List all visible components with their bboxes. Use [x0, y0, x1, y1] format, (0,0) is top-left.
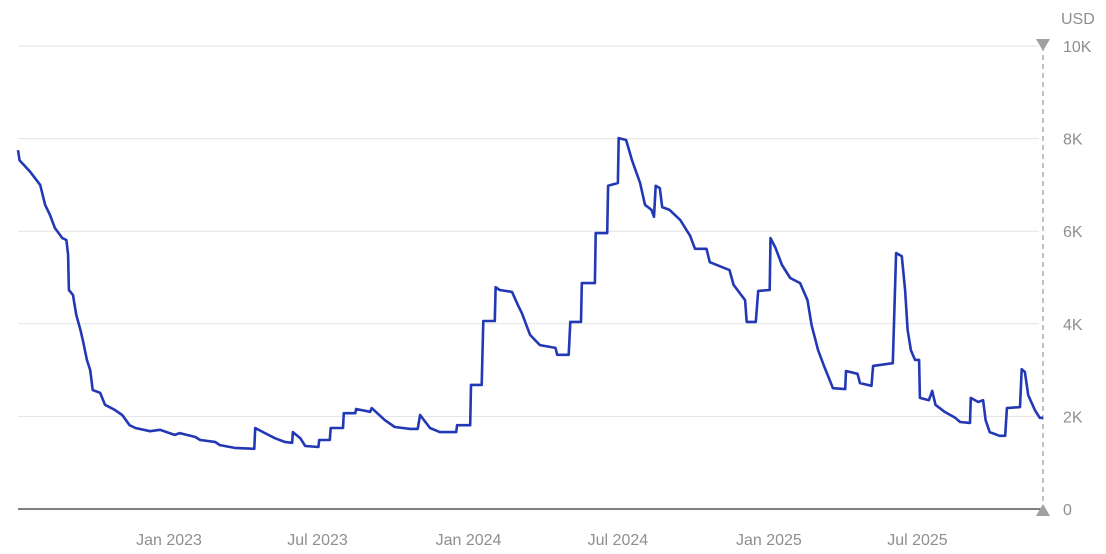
gridlines — [18, 45, 1039, 417]
x-tick-label: Jan 2024 — [436, 532, 502, 549]
y-axis-unit-label: USD — [1061, 11, 1095, 28]
cursor-top-triangle-icon[interactable] — [1036, 39, 1050, 51]
x-tick-label: Jul 2025 — [887, 532, 948, 549]
x-tick-label: Jul 2024 — [588, 532, 649, 549]
y-tick-label: 2K — [1063, 409, 1083, 426]
y-tick-label: 4K — [1063, 317, 1083, 334]
series-line — [16, 136, 1043, 451]
y-tick-label: 0 — [1063, 502, 1072, 519]
y-tick-label: 6K — [1063, 224, 1083, 241]
x-tick-label: Jan 2025 — [736, 532, 802, 549]
y-tick-label: 8K — [1063, 132, 1083, 149]
x-tick-label: Jul 2023 — [287, 532, 348, 549]
cursor-bottom-triangle-icon[interactable] — [1036, 504, 1050, 516]
y-tick-label: 10K — [1063, 39, 1092, 56]
x-tick-label: Jan 2023 — [136, 532, 202, 549]
